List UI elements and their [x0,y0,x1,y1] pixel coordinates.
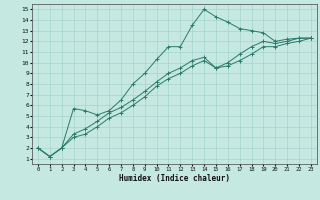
X-axis label: Humidex (Indice chaleur): Humidex (Indice chaleur) [119,174,230,183]
